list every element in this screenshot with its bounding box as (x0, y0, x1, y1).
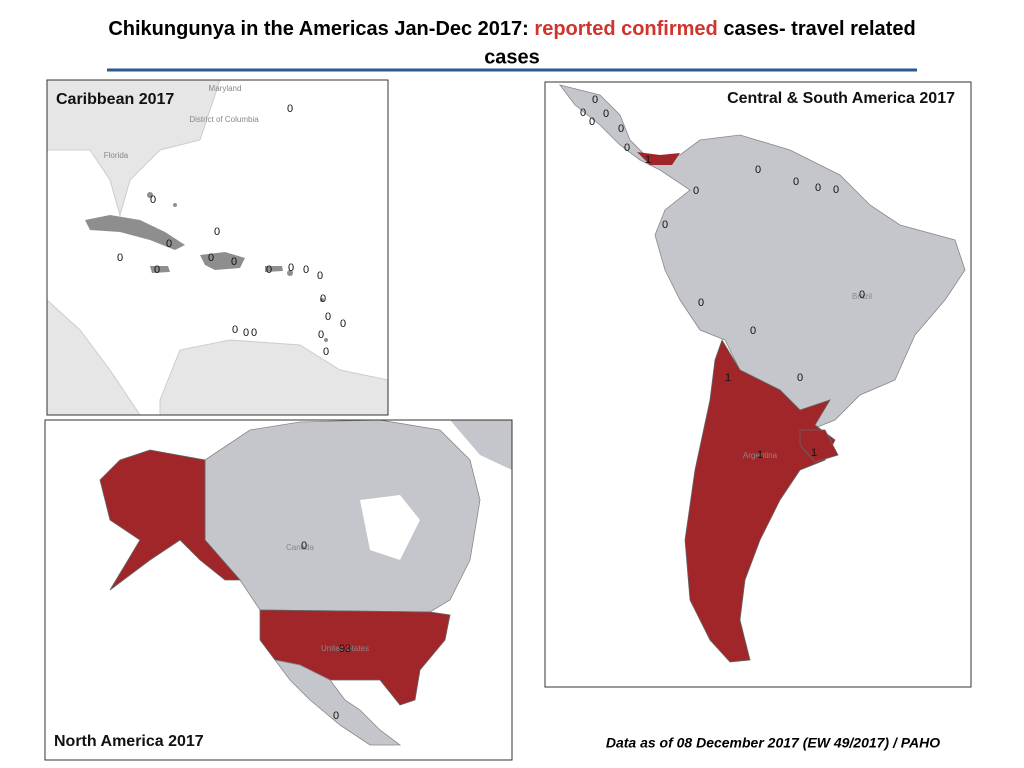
count-label: 0 (793, 176, 799, 188)
footer-note: Data as of 08 December 2017 (EW 49/2017)… (606, 735, 940, 751)
count-label: 0 (618, 123, 624, 135)
caribbean-labels: 0 0 0 0 0 0 0 0 0 0 0 0 0 0 0 0 0 0 0 0 (117, 103, 346, 358)
count-label: 0 (301, 540, 307, 552)
count-label: 1 (645, 154, 651, 166)
south-america-labels: 0 0 0 0 0 0 1 0 0 0 0 0 0 0 0 0 1 0 1 1 (580, 94, 865, 461)
count-label: 0 (150, 194, 156, 206)
count-label: 0 (698, 297, 704, 309)
basemap-label: Canada (286, 543, 315, 552)
count-label: 0 (323, 346, 329, 358)
north-america-frame (44, 419, 513, 761)
count-label: 0 (231, 256, 237, 268)
count-label: 0 (318, 329, 324, 341)
count-label: 93 (339, 643, 351, 655)
basemap-label: Florida (104, 151, 129, 160)
panel-title: North America 2017 (54, 733, 204, 750)
north-america-map (45, 420, 512, 760)
count-label: 0 (859, 289, 865, 301)
count-label: 0 (340, 318, 346, 330)
basemap-label: District of Columbia (189, 115, 259, 124)
count-label: 0 (662, 219, 668, 231)
count-label: 0 (117, 252, 123, 264)
title-highlight: reported confirmed (534, 18, 717, 40)
count-label: 0 (580, 107, 586, 119)
count-label: 0 (797, 372, 803, 384)
title-part: Chikungunya in the Americas Jan-Dec 2017… (108, 18, 529, 40)
count-label: 0 (154, 264, 160, 276)
count-label: 0 (603, 108, 609, 120)
count-label: 0 (317, 270, 323, 282)
count-label: 0 (624, 142, 630, 154)
caribbean-map (47, 80, 388, 415)
count-label: 0 (288, 262, 294, 274)
panel-title: Caribbean 2017 (56, 91, 174, 108)
count-label: 0 (251, 327, 257, 339)
count-label: 0 (214, 226, 220, 238)
slide-title-line2: cases (484, 46, 540, 68)
count-label: 0 (320, 293, 326, 305)
count-label: 0 (589, 116, 595, 128)
count-label: 0 (303, 264, 309, 276)
count-label: 0 (287, 103, 293, 115)
count-label: 0 (693, 185, 699, 197)
slide-title: Chikungunya in the Americas Jan-Dec 2017… (108, 18, 915, 40)
caribbean-frame (46, 79, 389, 416)
count-label: 1 (811, 447, 817, 459)
count-label: 0 (815, 182, 821, 194)
count-label: 0 (592, 94, 598, 106)
title-part: cases- travel related (723, 18, 915, 40)
south-america-map (545, 82, 971, 687)
count-label: 0 (232, 324, 238, 336)
count-label: 0 (833, 184, 839, 196)
count-label: 1 (757, 449, 763, 461)
count-label: 0 (166, 238, 172, 250)
count-label: 0 (755, 164, 761, 176)
count-label: 0 (325, 311, 331, 323)
basemap-label: Brazil (852, 292, 872, 301)
count-label: 0 (750, 325, 756, 337)
basemap-label: United States (321, 644, 369, 653)
count-label: 0 (243, 327, 249, 339)
basemap-label: Argentina (743, 451, 778, 460)
panel-title: Central & South America 2017 (727, 90, 955, 107)
count-label: 0 (333, 710, 339, 722)
south-america-frame (544, 81, 972, 688)
count-label: 1 (725, 372, 731, 384)
count-label: 0 (208, 252, 214, 264)
north-america-labels: 0 93 0 (301, 540, 351, 722)
count-label: 0 (266, 264, 272, 276)
basemap-label: Maryland (209, 84, 242, 93)
